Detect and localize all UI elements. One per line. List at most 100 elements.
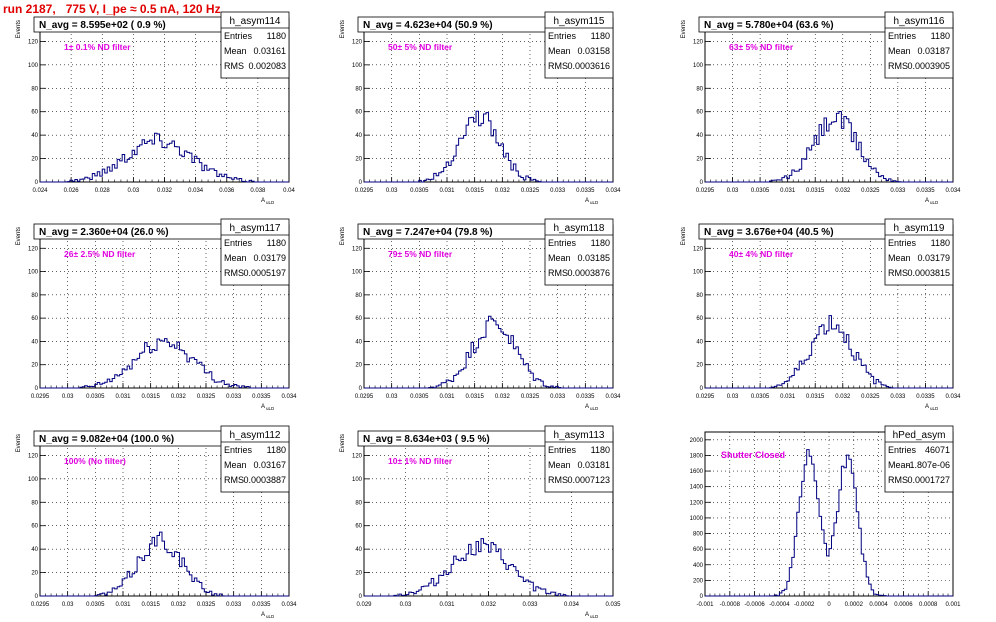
y-tick-label: 100: [28, 270, 39, 276]
chart-h_asym113: 0.029 0.03 0.031 0.032 0.033 0.034 0.035 0 20 40 6…: [340, 425, 621, 619]
annotation-text: 100% (No filter): [64, 456, 126, 466]
stats-label: Entries: [888, 31, 917, 41]
x-tick-label: 0.031: [780, 394, 796, 400]
x-tick-label: 0.03: [727, 394, 739, 400]
histogram-line: [364, 315, 613, 389]
annotation-text: Shutter Closed: [721, 450, 785, 460]
histogram-line: [40, 338, 289, 389]
x-tick-label: 0.0315: [465, 394, 484, 400]
x-axis-label-sub: uLD: [930, 406, 939, 411]
x-tick-label: 0.0295: [355, 188, 374, 194]
annotation-text: 63± 5% ND filter: [729, 42, 794, 52]
x-tick-label: 0.0325: [861, 394, 880, 400]
stats-box: [884, 425, 954, 493]
x-tick-label: 0.034: [605, 394, 621, 400]
y-tick-label: 80: [696, 293, 703, 299]
stats-box: [544, 425, 614, 493]
chart-h_asym116: 0.0295 0.03 0.0305 0.031 0.0315 0.032 0.0325 0.…: [681, 11, 961, 205]
x-tick-label: 0.0335: [916, 394, 935, 400]
y-tick-label: 20: [355, 157, 362, 163]
annotation-text: 26± 2.5% ND filter: [64, 249, 136, 259]
x-tick-label: 0.032: [481, 602, 497, 608]
x-tick-label: 0.038: [250, 188, 266, 194]
chart-h_asym115: 0.0295 0.03 0.0305 0.031 0.0315 0.032 0.0325 0.…: [340, 11, 621, 205]
y-tick-label: 120: [693, 246, 704, 252]
x-tick-label: 0.034: [945, 394, 961, 400]
stats-label: RMS: [888, 61, 908, 71]
y-tick-label: 1400: [690, 485, 704, 491]
stats-value: 46071: [925, 445, 950, 455]
x-tick-label: 0.033: [522, 602, 538, 608]
stats-box: [884, 218, 954, 286]
stats-value: 0.0007123: [567, 475, 610, 485]
x-axis-label: A: [585, 404, 589, 410]
x-tick-label: 0.035: [605, 602, 621, 608]
y-tick-label: 80: [355, 86, 362, 92]
y-axis-label: Events: [16, 227, 22, 245]
stats-label: RMS: [224, 268, 244, 278]
x-axis-label-sub: uLD: [266, 200, 275, 205]
x-tick-label: 0.032: [835, 188, 851, 194]
stats-value: 0.0003815: [907, 268, 950, 278]
chart-h_asym117: 0.0295 0.03 0.0305 0.031 0.0315 0.032 0.0325 0.…: [16, 218, 297, 411]
y-axis-label: Events: [340, 434, 346, 452]
stats-value: 0.03161: [253, 46, 286, 56]
stats-label: Entries: [548, 445, 577, 455]
y-tick-label: 800: [693, 532, 704, 538]
y-tick-label: 20: [696, 157, 703, 163]
stats-value: 0.0003876: [567, 268, 610, 278]
chart-h_asym112: 0.0295 0.03 0.0305 0.031 0.0315 0.032 0.0325 0.…: [16, 425, 297, 619]
y-tick-label: 120: [28, 246, 39, 252]
y-tick-label: 0: [359, 386, 363, 392]
stats-value: 0.0003905: [907, 61, 950, 71]
x-tick-label: 0.032: [495, 188, 511, 194]
y-tick-label: 20: [355, 363, 362, 369]
x-tick-label: 0.0002: [845, 602, 864, 608]
y-tick-label: 40: [31, 339, 38, 345]
stats-label: RMS: [548, 61, 568, 71]
stats-label: Mean: [224, 46, 247, 56]
x-tick-label: 0.0295: [31, 602, 50, 608]
annotation-text: 1± 0.1% ND filter: [64, 42, 131, 52]
x-tick-label: 0.03: [386, 188, 398, 194]
stats-value: 0.03179: [253, 253, 286, 263]
x-tick-label: -0.0006: [744, 602, 765, 608]
y-tick-label: 80: [355, 500, 362, 506]
x-tick-label: 0.034: [281, 394, 297, 400]
stats-value: 1180: [267, 31, 286, 41]
stats-box: [884, 11, 954, 79]
x-tick-label: 0.0315: [141, 394, 160, 400]
stats-box: [220, 425, 290, 493]
stats-label: RMS: [888, 475, 908, 485]
stats-label: Entries: [224, 31, 253, 41]
x-tick-label: 0.031: [439, 188, 455, 194]
x-tick-label: 0.028: [95, 188, 111, 194]
stats-label: Mean: [224, 253, 247, 263]
y-tick-label: 1000: [690, 516, 704, 522]
stats-label: Entries: [224, 238, 253, 248]
x-axis-label: A: [925, 198, 929, 204]
x-tick-label: 0.0006: [894, 602, 913, 608]
x-tick-label: 0.03: [400, 602, 412, 608]
x-tick-label: 0.024: [32, 188, 48, 194]
heading-text: N_avg = 3.676e+04 (40.5 %): [704, 227, 834, 238]
x-axis-label: A: [925, 404, 929, 410]
y-tick-label: 60: [355, 316, 362, 322]
y-tick-label: 0: [35, 386, 39, 392]
x-tick-label: 0.033: [550, 394, 566, 400]
y-tick-label: 20: [355, 571, 362, 577]
x-tick-label: 0.0295: [31, 394, 50, 400]
stats-name: h_asym116: [894, 16, 945, 27]
x-axis-label-sub: uLD: [266, 406, 275, 411]
x-tick-label: 0.03: [386, 394, 398, 400]
histogram-line: [40, 531, 289, 597]
x-tick-label: 0.0325: [521, 188, 540, 194]
stats-value: 0.0005197: [243, 268, 286, 278]
stats-value: 0.0001727: [907, 475, 950, 485]
y-axis-label: Events: [16, 434, 22, 452]
histogram-line: [364, 110, 613, 183]
heading-text: N_avg = 5.780e+04 (63.6 %): [704, 20, 834, 31]
stats-label: Entries: [224, 445, 253, 455]
stats-label: RMS: [548, 475, 568, 485]
x-tick-label: 0.0004: [869, 602, 888, 608]
